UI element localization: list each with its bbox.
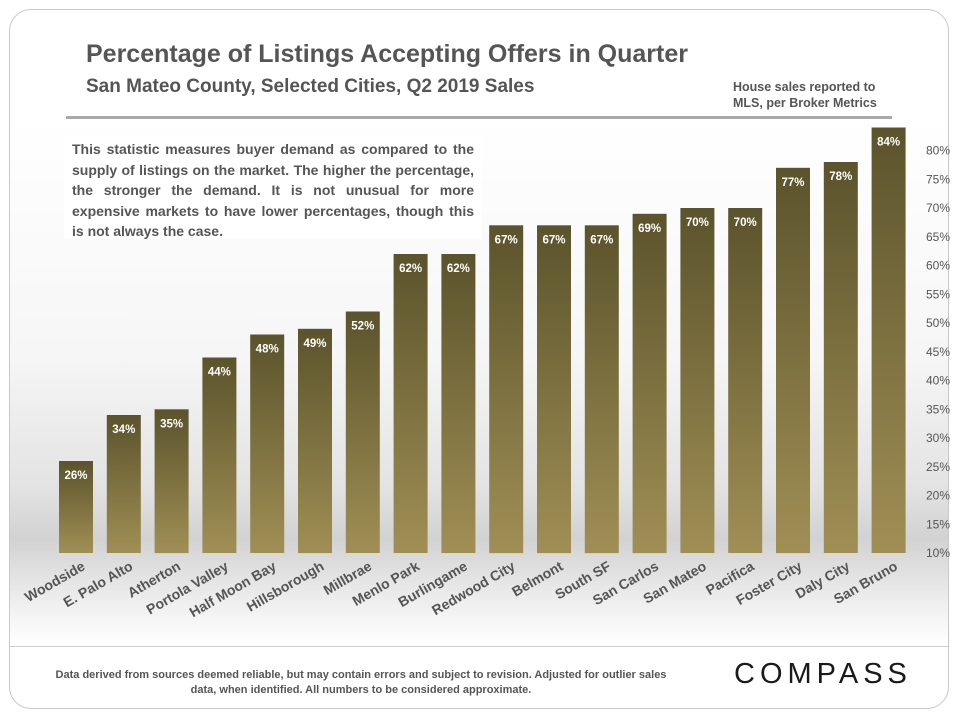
bar-foster-city xyxy=(776,167,810,554)
bar-millbrae xyxy=(345,311,380,553)
bar-value-label: 62% xyxy=(399,263,422,275)
y-tick-label: 40% xyxy=(926,374,950,388)
bar-south-sf xyxy=(584,225,619,554)
bar-belmont xyxy=(537,225,571,554)
footer-disclaimer: Data derived from sources deemed reliabl… xyxy=(55,669,667,696)
bar-value-label: 84% xyxy=(877,137,900,149)
y-tick-label: 35% xyxy=(926,402,950,416)
chart-subtitle: San Mateo County, Selected Cities, Q2 20… xyxy=(86,76,535,97)
bar-burlingame xyxy=(441,254,476,553)
bar-value-label: 67% xyxy=(590,234,613,246)
bar-half-moon-bay xyxy=(250,334,285,553)
y-tick-label: 20% xyxy=(926,489,950,503)
y-tick-label: 55% xyxy=(926,287,950,301)
bar-san-carlos xyxy=(632,213,667,554)
y-tick-label: 30% xyxy=(926,431,950,445)
bar-value-label: 49% xyxy=(303,338,326,350)
bar-value-label: 48% xyxy=(256,344,279,356)
bar-hillsborough xyxy=(298,328,332,554)
bar-san-mateo xyxy=(680,208,715,553)
bar-value-label: 62% xyxy=(447,263,470,275)
bar-atherton xyxy=(154,409,189,554)
bar-value-label: 67% xyxy=(495,234,518,246)
y-axis: 10% 15% 20% 25% 30% 35% 40% 45% 50% 55% 60% 65% 70% 7… xyxy=(926,144,950,561)
x-tick-label: Redwood City xyxy=(429,558,518,619)
bar-value-label: 26% xyxy=(64,470,87,482)
y-tick-label: 45% xyxy=(926,345,950,359)
bar-san-bruno xyxy=(871,127,906,553)
y-tick-label: 65% xyxy=(926,230,950,244)
bar-redwood-city xyxy=(489,225,524,554)
bar-value-label: 35% xyxy=(160,418,183,430)
y-tick-label: 70% xyxy=(926,201,950,215)
y-tick-label: 50% xyxy=(926,316,950,330)
bar-e-palo-alto xyxy=(106,415,141,553)
bar-value-label: 78% xyxy=(829,171,852,183)
bar-value-label: 44% xyxy=(208,367,231,379)
y-tick-label: 60% xyxy=(926,259,950,273)
bar-daly-city xyxy=(823,162,858,553)
bar-value-label: 77% xyxy=(781,177,804,189)
y-tick-label: 15% xyxy=(926,517,950,531)
bar-value-label: 34% xyxy=(112,424,135,436)
y-tick-label: 75% xyxy=(926,172,950,186)
bar-value-label: 70% xyxy=(734,217,757,229)
source-note: House sales reported to MLS, per Broker … xyxy=(733,80,877,110)
bar-pacifica xyxy=(728,208,763,553)
bar-menlo-park xyxy=(393,254,428,553)
y-tick-label: 25% xyxy=(926,460,950,474)
bar-woodside xyxy=(59,461,93,553)
bar-value-label: 52% xyxy=(351,321,374,333)
bar-portola-valley xyxy=(202,357,237,553)
title-divider xyxy=(66,116,892,119)
y-tick-label: 80% xyxy=(926,144,950,158)
bar-value-label: 67% xyxy=(542,234,565,246)
bar-value-label: 70% xyxy=(686,217,709,229)
bars-group: 26% 34% 35% 44% 48% 49% 52% 62% 62% 67% 67% 67% 69% 7… xyxy=(59,127,906,554)
compass-logo: COMPASS xyxy=(734,658,912,690)
y-tick-label: 10% xyxy=(926,546,950,560)
bar-value-label: 69% xyxy=(638,223,661,235)
explanation-callout: This statistic measures buyer demand as … xyxy=(64,137,482,239)
chart-title: Percentage of Listings Accepting Offers … xyxy=(86,40,688,68)
footer-divider xyxy=(10,646,948,647)
